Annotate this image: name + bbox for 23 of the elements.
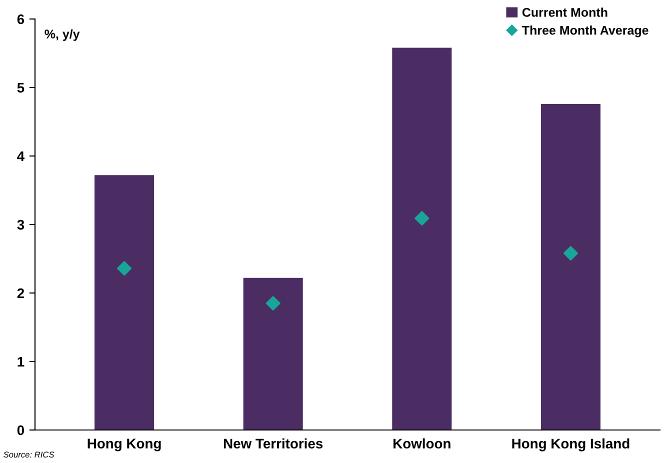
point	[266, 296, 280, 311]
y-tick-label: 1	[18, 356, 24, 367]
bar	[540, 104, 600, 430]
y-tick-label: 5	[17, 82, 24, 93]
point	[117, 261, 132, 276]
y-axis-title: %, y/y	[44, 29, 80, 41]
x-tick-label: Hong Kong Island	[512, 438, 630, 452]
y-tick-label: 2	[17, 288, 24, 298]
legend-label: Current Month	[522, 8, 608, 17]
point	[414, 211, 430, 226]
point	[563, 246, 578, 261]
legend-label: Three Month Average	[522, 26, 648, 38]
y-tick-label: 3	[17, 220, 24, 230]
y-tick-label: 6	[17, 14, 24, 24]
y-tick-label: 0	[17, 425, 24, 436]
bar	[94, 175, 154, 430]
x-tick-label: Kowloon	[394, 438, 450, 449]
bar	[392, 48, 452, 430]
x-tick-label: Hong Kong	[88, 438, 161, 452]
source-note: Source: RICS	[4, 452, 54, 458]
y-tick-label: 4	[17, 151, 25, 162]
x-tick-label: New Territories	[224, 438, 323, 449]
bar	[243, 278, 303, 430]
